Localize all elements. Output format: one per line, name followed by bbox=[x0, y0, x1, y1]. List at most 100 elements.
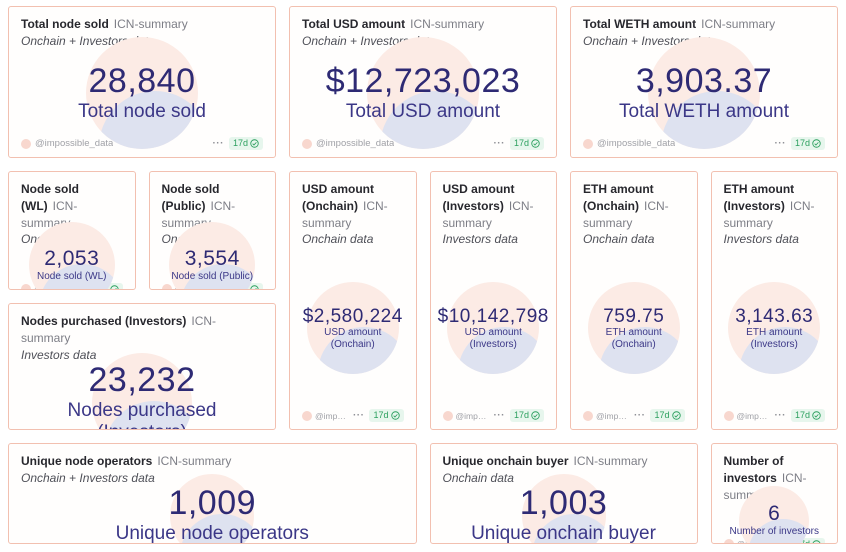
freshness-badge[interactable]: 17d bbox=[509, 137, 544, 150]
watermark-circle bbox=[447, 282, 540, 375]
stat-label: Total USD amount bbox=[345, 100, 501, 122]
card-header: Total WETH amount ICN-summary bbox=[583, 16, 825, 33]
card-unique-onchain-buyer: Unique onchain buyer ICN-summary Onchain … bbox=[429, 443, 698, 544]
card-unique-node-operators: Unique node operators ICN-summary Onchain… bbox=[8, 443, 417, 544]
watermark-circle bbox=[587, 282, 680, 375]
badge-text: 17d bbox=[513, 138, 529, 148]
stat-label: USD amount (Onchain) bbox=[324, 327, 382, 350]
badge-text: 17d bbox=[373, 410, 389, 420]
stat-value: 23,232 bbox=[88, 361, 196, 400]
watermark-circle bbox=[521, 473, 606, 543]
freshness-badge[interactable]: 17d bbox=[369, 409, 404, 422]
card-tag: ICN-summary bbox=[21, 314, 217, 345]
author-handle: @impossible_data bbox=[455, 410, 491, 421]
card-header: Total USD amount ICN-summary bbox=[302, 16, 544, 33]
card-total-weth-amount: Total WETH amount ICN-summary Onchain + I… bbox=[570, 6, 838, 158]
stat-value: $10,142,798 bbox=[437, 305, 549, 327]
stat-area: 28,840 Total node sold bbox=[21, 37, 263, 150]
check-circle-icon bbox=[812, 139, 821, 148]
freshness-badge[interactable]: 17d bbox=[228, 137, 263, 150]
stat-area: 3,143.63 ETH amount (Investors) bbox=[724, 248, 826, 409]
more-menu-icon[interactable]: ··· bbox=[493, 137, 505, 149]
stat-area: 2,053 Node sold (WL) bbox=[21, 222, 123, 289]
more-menu-icon[interactable]: ··· bbox=[774, 137, 786, 149]
more-menu-icon[interactable]: ··· bbox=[212, 137, 224, 149]
stat-label: Unique node operators bbox=[115, 523, 309, 544]
stat-value: 1,003 bbox=[519, 484, 608, 523]
stat-area: 1,009 Unique node operators bbox=[21, 473, 404, 544]
stat-value: 3,143.63 bbox=[735, 305, 814, 327]
check-circle-icon bbox=[531, 411, 540, 420]
stat-value: 3,903.37 bbox=[635, 61, 773, 100]
card-subtitle: Onchain data bbox=[302, 232, 374, 247]
stat-label: ETH amount (Onchain) bbox=[605, 327, 662, 350]
author-handle: @impossible_data bbox=[596, 410, 631, 421]
more-menu-icon[interactable]: ··· bbox=[493, 409, 505, 421]
stat-label: Node sold (WL) bbox=[37, 271, 107, 283]
watermark-circle bbox=[739, 485, 810, 543]
card-header: ETH amount (Investors) ICN-summary bbox=[724, 181, 826, 231]
card-footer: @impossible_data ··· 17d bbox=[21, 137, 263, 150]
freshness-badge[interactable]: 17d bbox=[790, 409, 825, 422]
card-nodes-purchased-investors: Nodes purchased (Investors) ICN-summary I… bbox=[8, 303, 276, 430]
stat-label: Number of investors bbox=[729, 526, 819, 538]
freshness-badge[interactable]: 17d bbox=[509, 409, 544, 422]
watermark-circle bbox=[170, 473, 255, 543]
card-title: Total USD amount bbox=[302, 17, 406, 31]
stat-value: 759.75 bbox=[603, 305, 665, 327]
stat-value: $2,580,224 bbox=[302, 305, 403, 327]
stat-label: USD amount (Investors) bbox=[464, 327, 522, 350]
freshness-badge[interactable]: 17d bbox=[650, 409, 685, 422]
card-header: Unique onchain buyer ICN-summary bbox=[443, 453, 685, 470]
stat-value: 6 bbox=[768, 502, 781, 526]
card-total-usd-amount: Total USD amount ICN-summary Onchain + In… bbox=[289, 6, 557, 158]
more-menu-icon[interactable]: ··· bbox=[352, 409, 365, 421]
watermark-circle bbox=[367, 37, 479, 150]
badge-text: 17d bbox=[794, 410, 810, 420]
avatar bbox=[161, 284, 172, 289]
stat-area: 759.75 ETH amount (Onchain) bbox=[583, 248, 685, 409]
stat-area: 6 Number of investors bbox=[724, 485, 826, 543]
card-title: Node sold (Public) bbox=[161, 182, 220, 213]
card-title: Unique onchain buyer bbox=[442, 454, 569, 468]
stat-value: $12,723,023 bbox=[325, 61, 521, 100]
card-header: Number of investors ICN-summary bbox=[724, 453, 826, 503]
stat-value: 1,009 bbox=[168, 484, 257, 523]
author-handle: @impossible_data bbox=[315, 410, 350, 421]
check-circle-icon bbox=[671, 411, 681, 420]
card-eth-amount-onchain: ETH amount (Onchain) ICN-summary Onchain … bbox=[570, 171, 698, 430]
card-footer: @impossible_data ··· 17d bbox=[302, 409, 404, 422]
card-title: Nodes purchased (Investors) bbox=[21, 314, 187, 328]
card-total-node-sold: Total node sold ICN-summary Onchain + Inv… bbox=[8, 6, 276, 158]
card-footer: @impossible_data ··· 17d bbox=[442, 409, 544, 422]
avatar bbox=[583, 138, 593, 149]
card-footer: @impossible_data ··· 17d bbox=[723, 409, 825, 422]
avatar bbox=[21, 284, 31, 289]
stat-area: $12,723,023 Total USD amount bbox=[302, 37, 544, 150]
check-circle-icon bbox=[812, 540, 821, 543]
stat-value: 28,840 bbox=[88, 61, 196, 100]
stat-label: ETH amount (Investors) bbox=[746, 327, 803, 350]
card-footer: @impossible_data ··· 17d bbox=[583, 137, 825, 150]
card-tag: ICN-summary bbox=[573, 454, 648, 468]
stat-area: $2,580,224 USD amount (Onchain) bbox=[302, 248, 404, 409]
stat-value: 3,554 bbox=[184, 246, 240, 270]
badge-text: 17d bbox=[232, 138, 248, 148]
badge-text: 17d bbox=[794, 138, 810, 148]
card-header: Node sold (Public) ICN-summary bbox=[162, 181, 264, 231]
card-header: Total node sold ICN-summary bbox=[21, 16, 263, 33]
more-menu-icon[interactable]: ··· bbox=[633, 409, 646, 421]
card-title: Total node sold bbox=[21, 17, 109, 31]
card-title: USD amount (Investors) bbox=[442, 182, 515, 213]
watermark-circle bbox=[28, 222, 115, 289]
card-subtitle: Investors data bbox=[723, 232, 799, 247]
card-title: Total WETH amount bbox=[583, 17, 697, 31]
author-handle: @impossible_data bbox=[736, 410, 772, 421]
stat-area: $10,142,798 USD amount (Investors) bbox=[438, 248, 548, 409]
more-menu-icon[interactable]: ··· bbox=[774, 409, 786, 421]
card-usd-amount-investors: USD amount (Investors) ICN-summary Invest… bbox=[429, 171, 557, 430]
avatar bbox=[302, 138, 312, 149]
freshness-badge[interactable]: 17d bbox=[790, 137, 825, 150]
card-subtitle: Investors data bbox=[21, 347, 97, 362]
